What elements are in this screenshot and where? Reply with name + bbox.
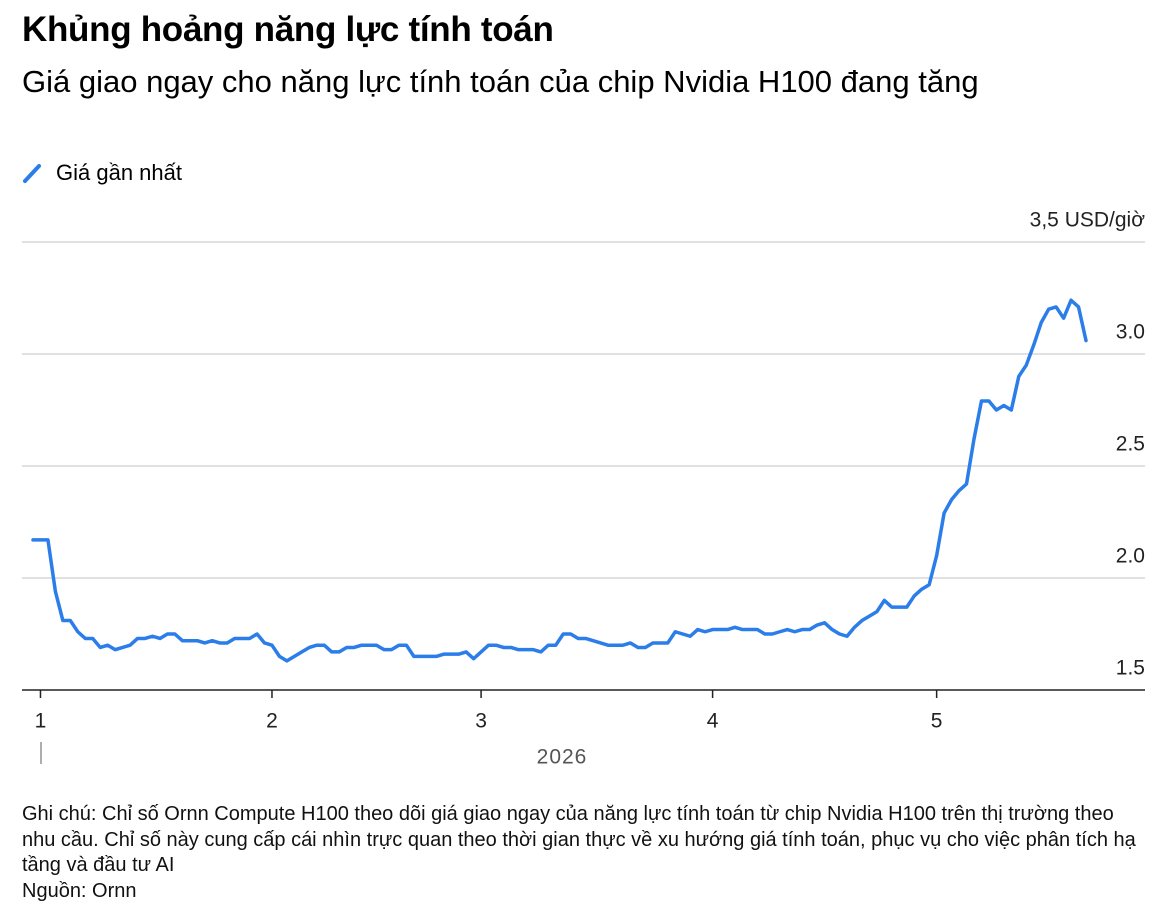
legend-swatch (23, 164, 41, 183)
source: Nguồn: Ornn (22, 879, 137, 902)
x-tick-label: 2 (266, 710, 278, 733)
data-line (31, 298, 1088, 663)
legend: Giá gần nhất (22, 160, 182, 186)
notes: Ghi chú: Chỉ số Ornn Compute H100 theo d… (22, 802, 1152, 904)
legend-line (23, 164, 41, 183)
y-tick-label: 3.0 (1116, 321, 1145, 344)
chart-title: Khủng hoảng năng lực tính toán (22, 10, 554, 49)
note: Ghi chú: Chỉ số Ornn Compute H100 theo d… (22, 803, 1136, 876)
y-tick-label: 2.0 (1116, 545, 1145, 568)
x-tick-label: 3 (475, 710, 487, 733)
x-tick-label: 1 (35, 710, 47, 733)
x-axis-label: 2026 (537, 746, 588, 769)
x-tick-label: 4 (707, 710, 719, 733)
legend-label: Giá gần nhất (56, 160, 182, 185)
chart: 2026 1.5 2.0 2.5 3.0 3,5 USD/giờ 1 2 3 4 5 (22, 209, 1146, 769)
x-tick-label: 5 (931, 710, 943, 733)
y-tick-label: 3,5 USD/giờ (1030, 209, 1146, 232)
y-tick-label: 2.5 (1116, 433, 1145, 456)
y-tick-label: 1.5 (1116, 657, 1145, 680)
chart-subtitle: Giá giao ngay cho năng lực tính toán của… (22, 64, 979, 99)
